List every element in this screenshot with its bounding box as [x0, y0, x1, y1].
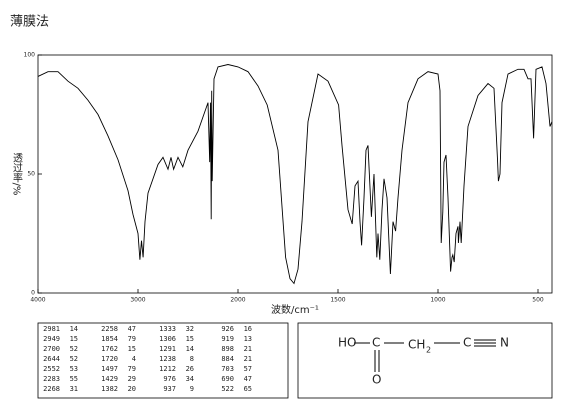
peak-table-cell: 32 [186, 325, 194, 333]
peak-table-cell: 2283 [43, 375, 60, 383]
spectrum-line [37, 64, 553, 285]
peak-table-cell: 52 [70, 345, 78, 353]
peak-table-cell: 79 [128, 365, 136, 373]
peak-table-cell: 34 [186, 375, 194, 383]
atom-label: O [372, 373, 381, 387]
atom-subscript: 2 [426, 346, 431, 355]
y-tick-label: 100 [24, 52, 36, 59]
peak-table-cell: 15 [186, 335, 194, 343]
chart-title: 薄膜法 [10, 15, 49, 30]
peak-table-cell: 1333 [159, 325, 176, 333]
peak-table-cell: 2949 [43, 335, 60, 343]
atom-label: C [463, 336, 471, 350]
peak-table-cell: 14 [70, 325, 78, 333]
peak-table-cell: 21 [244, 345, 252, 353]
peak-table-cell: 9 [190, 385, 194, 393]
y-tick-label: 0 [31, 290, 35, 297]
peak-table-cell: 47 [244, 375, 252, 383]
peak-table-cell: 2552 [43, 365, 60, 373]
peak-table-cell: 1291 [159, 345, 176, 353]
peak-table-cell: 53 [70, 365, 78, 373]
peak-table-cell: 1854 [101, 335, 118, 343]
peak-table-cell: 1497 [101, 365, 118, 373]
peak-table-cell: 2644 [43, 355, 60, 363]
peak-table-cell: 47 [128, 325, 136, 333]
peak-table-cell: 15 [128, 345, 136, 353]
x-axis-label: 波数/cm⁻¹ [271, 303, 319, 316]
peak-table-cell: 8 [190, 355, 194, 363]
peak-table-cell: 703 [221, 365, 234, 373]
x-tick-label: 500 [532, 297, 544, 304]
peak-table-cell: 1382 [101, 385, 118, 393]
peak-table-cell: 884 [221, 355, 234, 363]
peak-table-cell: 976 [163, 375, 176, 383]
x-tick-label: 1000 [430, 297, 445, 304]
peak-table-cell: 1429 [101, 375, 118, 383]
plot-frame [37, 54, 553, 294]
peak-table-cell: 13 [244, 335, 252, 343]
peak-table-cell: 690 [221, 375, 234, 383]
atom-label: HO [338, 336, 356, 350]
y-tick-label: 50 [27, 171, 35, 178]
x-tick-label: 2000 [230, 297, 245, 304]
peak-table-cell: 79 [128, 335, 136, 343]
peak-table-cell: 898 [221, 345, 234, 353]
peak-table-cell: 52 [70, 355, 78, 363]
peak-table-cell: 937 [163, 385, 176, 393]
peak-table-cell: 1212 [159, 365, 176, 373]
peak-table-cell: 2268 [43, 385, 60, 393]
peak-table-cell: 919 [221, 335, 234, 343]
peak-table-cell: 2981 [43, 325, 60, 333]
bonds [354, 339, 496, 372]
peak-table-cell: 1720 [101, 355, 118, 363]
peak-table-cell: 14 [186, 345, 194, 353]
structure-frame [297, 322, 553, 399]
peak-table-cell: 26 [186, 365, 194, 373]
peak-table-cell: 21 [244, 355, 252, 363]
peak-table-cell: 522 [221, 385, 234, 393]
atom-label: C [372, 336, 380, 350]
peak-table-cell: 55 [70, 375, 78, 383]
peak-table-cell: 1238 [159, 355, 176, 363]
peak-table-cell: 4 [132, 355, 136, 363]
peak-table-cell: 29 [128, 375, 136, 383]
peak-table-cell: 2700 [43, 345, 60, 353]
y-axis-label: 透过率/% [11, 152, 23, 195]
peak-table-cell: 57 [244, 365, 252, 373]
peak-table-cell: 20 [128, 385, 136, 393]
peak-table-cell: 31 [70, 385, 78, 393]
atom-label: CH [408, 338, 425, 352]
atom-label: N [500, 336, 509, 350]
x-tick-label: 4000 [30, 297, 45, 304]
peak-table-cell: 2258 [101, 325, 118, 333]
peak-table-cell: 926 [221, 325, 234, 333]
peak-table-frame [37, 322, 289, 399]
x-tick-label: 3000 [130, 297, 145, 304]
peak-table-cell: 16 [244, 325, 252, 333]
x-tick-label: 1500 [330, 297, 345, 304]
peak-table-cell: 1306 [159, 335, 176, 343]
peak-table-cell: 1762 [101, 345, 118, 353]
peak-table-cell: 15 [70, 335, 78, 343]
peak-table-cell: 65 [244, 385, 252, 393]
